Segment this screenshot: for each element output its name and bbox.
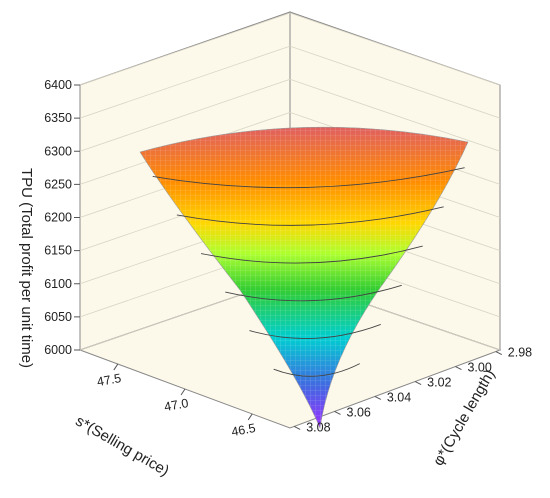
z-tick-labels: 6000 6050 6100 6150 6200 6250 6300 6350 6400 — [44, 78, 80, 357]
z-axis-title: TPU (Total profit per unit time) — [18, 168, 35, 368]
contour-lines — [152, 167, 465, 377]
x-tick-mark — [247, 413, 253, 421]
contour-line — [152, 167, 465, 189]
z-gridline — [79, 12, 501, 86]
z-tick-label: 6000 — [44, 343, 72, 357]
y-tick-labels: 2.98 3.00 3.02 3.04 3.06 3.08 — [293, 346, 532, 434]
y-tick-label: 3.04 — [387, 390, 411, 404]
x-tick-mark — [180, 388, 186, 396]
contour-line — [176, 206, 444, 226]
y-tick-label: 3.08 — [306, 420, 330, 434]
y-tick-mark — [293, 425, 301, 430]
y-tick-label: 3.02 — [427, 376, 451, 390]
x-tick-label: 47.0 — [163, 396, 189, 414]
contour-line — [273, 363, 360, 377]
x-tick-label: 47.5 — [96, 371, 122, 389]
z-tick-label: 6150 — [44, 244, 72, 258]
y-tick-mark — [334, 411, 341, 415]
y-tick-mark — [414, 381, 422, 385]
tpu-surface — [139, 126, 469, 430]
y-tick-label: 2.98 — [508, 346, 532, 360]
z-gridline — [79, 45, 501, 119]
y-tick-mark — [495, 351, 503, 356]
y-tick-mark — [374, 396, 382, 400]
x-tick-label: 46.5 — [230, 421, 256, 439]
z-tick-label: 6250 — [44, 177, 72, 191]
z-gridline — [79, 78, 501, 152]
x-tick-mark — [113, 363, 119, 371]
y-tick-label: 3.06 — [347, 405, 371, 419]
z-tick-label: 6200 — [44, 211, 72, 225]
z-tick-label: 6400 — [44, 78, 72, 92]
z-tick-label: 6050 — [44, 310, 72, 324]
x-axis-title: s*(Selling price) — [73, 412, 172, 479]
contour-line — [225, 284, 402, 302]
y-tick-mark — [455, 366, 462, 370]
y-tick-label: 3.00 — [467, 361, 491, 375]
contour-line — [249, 324, 381, 339]
contour-line — [200, 245, 423, 264]
z-tick-label: 6350 — [44, 111, 72, 125]
x-tick-labels: 47.5 47.0 46.5 — [96, 363, 257, 439]
z-tick-label: 6300 — [44, 144, 72, 158]
z-tick-label: 6100 — [44, 277, 72, 291]
